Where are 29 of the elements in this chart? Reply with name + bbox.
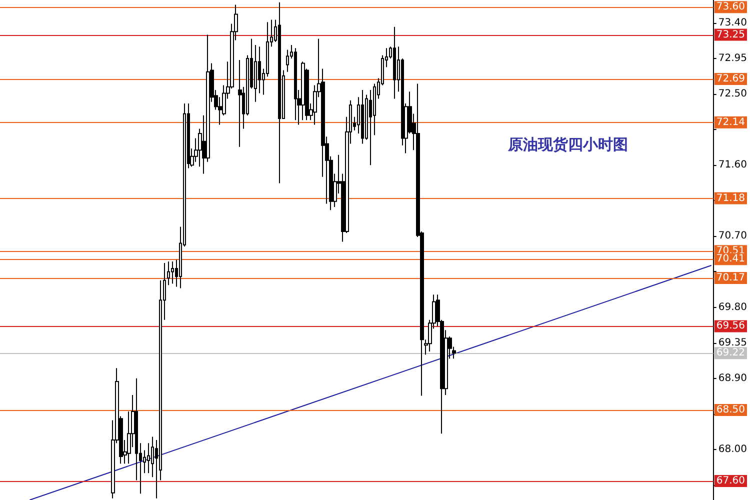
ref-line-label: 71.18 — [716, 192, 746, 204]
ref-line-label: 69.22 — [716, 348, 746, 359]
ref-line-label: 73.25 — [716, 29, 746, 40]
candlestick — [294, 48, 297, 121]
candlestick — [238, 60, 242, 148]
y-tick-label: 71.60 — [718, 160, 748, 171]
candlestick — [167, 260, 170, 286]
ref-line-label: 72.69 — [716, 73, 746, 84]
y-tick-label: 69.35 — [718, 337, 748, 348]
y-tick-label: 69.80 — [718, 302, 748, 313]
candlestick — [278, 2, 281, 184]
y-tick-label: 68.90 — [718, 372, 748, 384]
ref-line-label: 73.60 — [716, 2, 746, 13]
candlestick — [301, 61, 305, 121]
ref-line-label: 68.50 — [716, 404, 746, 416]
ref-line-label: 70.17 — [716, 272, 746, 284]
ref-line-label: 72.14 — [716, 116, 746, 128]
y-tick-label: 73.40 — [718, 17, 748, 28]
candlestick — [286, 49, 289, 72]
candlestick — [393, 26, 396, 100]
candlestick — [361, 90, 364, 144]
y-tick-label: 70.70 — [718, 230, 748, 242]
candlestick — [171, 260, 174, 284]
ref-line-label: 69.56 — [716, 320, 746, 332]
ref-line-label: 67.60 — [716, 476, 746, 487]
y-tick-label: 72.95 — [718, 52, 748, 64]
y-tick-label: 72.50 — [718, 88, 748, 100]
y-tick-label: 68.00 — [718, 444, 748, 455]
text: 原油现货四小时图 — [507, 136, 628, 154]
